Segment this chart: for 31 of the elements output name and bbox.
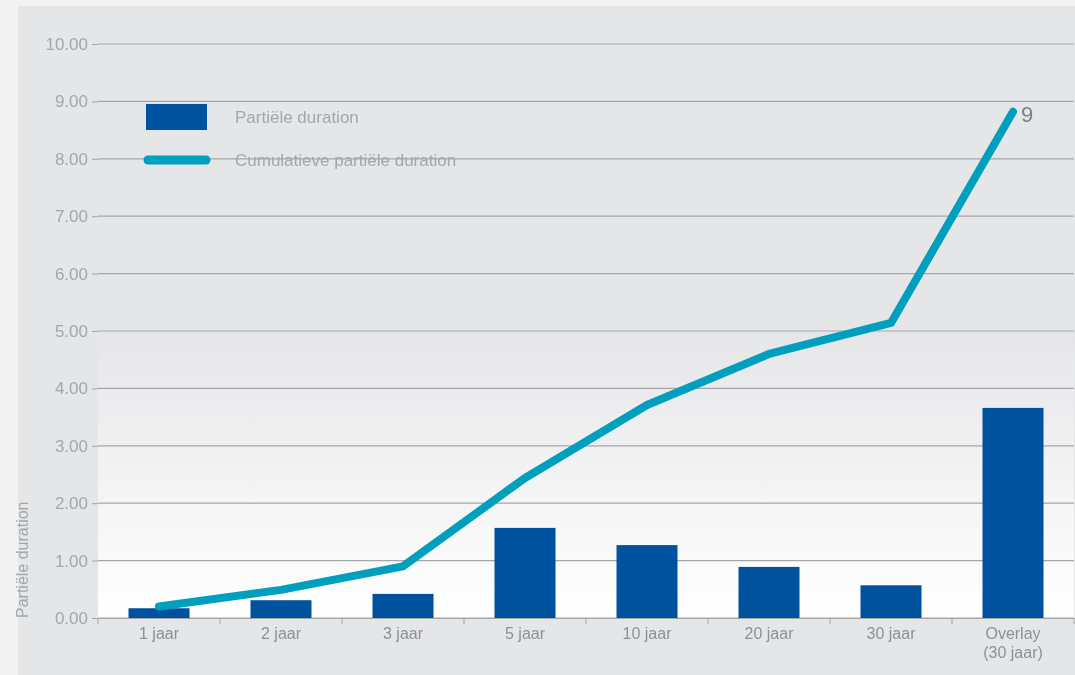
bar xyxy=(250,600,312,618)
legend-label: Cumulatieve partiële duration xyxy=(235,151,457,170)
y-tick-label: 8.00 xyxy=(54,149,88,169)
legend-label: Partiële duration xyxy=(235,108,359,127)
bar xyxy=(860,585,922,618)
y-tick-label: 1.00 xyxy=(54,551,88,571)
y-tick-label: 9.00 xyxy=(54,92,88,112)
bar xyxy=(494,527,556,618)
x-tick-label: 10 jaar xyxy=(622,625,673,643)
x-tick-label: 5 jaar xyxy=(504,625,546,643)
x-tick-label: 1 jaar xyxy=(138,625,180,643)
bar xyxy=(982,407,1044,618)
x-tick-label: 20 jaar xyxy=(744,625,795,643)
y-tick-label: 10.00 xyxy=(45,34,88,54)
y-tick-label: 5.00 xyxy=(54,321,88,341)
y-tick-label: 3.00 xyxy=(54,436,88,456)
x-tick-label: Overlay (30 jaar) xyxy=(983,625,1043,661)
x-tick-label: 2 jaar xyxy=(260,625,302,643)
bar xyxy=(738,566,800,618)
x-tick-label: 3 jaar xyxy=(382,625,424,643)
bar xyxy=(616,545,678,618)
y-tick-label: 4.00 xyxy=(54,379,88,399)
bar xyxy=(372,593,434,618)
y-tick-label: 2.00 xyxy=(54,494,88,514)
x-tick-label: 30 jaar xyxy=(866,625,917,643)
y-axis-title: Partiële duration xyxy=(14,501,31,618)
bar xyxy=(128,608,190,618)
y-tick-label: 7.00 xyxy=(54,207,88,227)
y-tick-label: 0.00 xyxy=(54,608,88,628)
annotation: 9 xyxy=(1021,101,1034,127)
y-tick-label: 6.00 xyxy=(54,264,88,284)
